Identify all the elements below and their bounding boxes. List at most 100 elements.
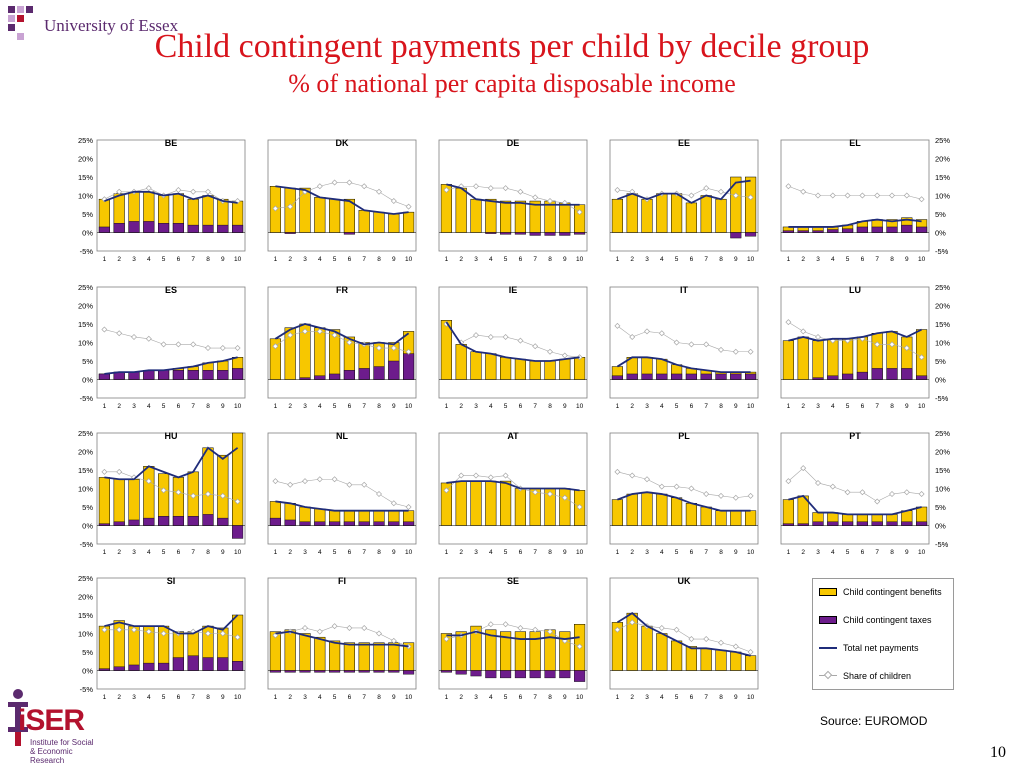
chart-dk-tax-bar xyxy=(343,232,355,235)
chart-si-tax-bar xyxy=(187,655,199,671)
chart-es-xtick-label: 6 xyxy=(177,403,181,410)
chart-dk-net-line xyxy=(275,185,409,215)
chart-de-title: DE xyxy=(507,138,520,148)
chart-se-xtick-label: 1 xyxy=(445,694,449,701)
chart-ie-xtick-label: 1 xyxy=(445,403,449,410)
chart-fi-tax-bar xyxy=(388,670,400,673)
chart-uk-share-point xyxy=(673,626,680,633)
chart-fr-share-point xyxy=(376,345,382,352)
chart-pl-benefit-bar xyxy=(730,510,742,526)
chart-fr-net-line xyxy=(274,323,410,346)
chart-se-tax-bar xyxy=(574,670,586,682)
chart-nl-share-point xyxy=(272,478,279,485)
chart-pl-benefit-bar xyxy=(700,506,712,526)
chart-lu-xtick-label: 4 xyxy=(831,403,835,410)
chart-fi-xtick-label: 5 xyxy=(333,694,337,701)
chart-ie-xtick-label: 7 xyxy=(533,403,537,410)
chart-pl-title: PL xyxy=(678,431,690,441)
chart-se-tax-bar xyxy=(500,670,512,679)
chart-el-ytick-label: 10% xyxy=(935,192,950,201)
chart-si-xtick-label: 10 xyxy=(234,694,242,701)
chart-it-tax-bar xyxy=(730,373,742,380)
chart-fi-net-line xyxy=(275,630,409,648)
chart-pt-tax-bar xyxy=(886,521,898,526)
chart-lu-benefit-bar xyxy=(812,340,824,380)
chart-lu-xtick-label: 5 xyxy=(846,403,850,410)
chart-se-share-point xyxy=(532,626,539,633)
chart-dk-benefit-bar xyxy=(388,213,400,233)
chart-pt-share-point xyxy=(889,491,895,498)
chart-uk-share-point xyxy=(629,619,636,626)
chart-at-xtick-label: 7 xyxy=(533,549,537,556)
diamond-marker-icon xyxy=(823,670,833,680)
chart-it-share-line xyxy=(617,325,751,353)
chart-hu-benefit-bar xyxy=(202,447,214,526)
logo-square xyxy=(17,6,24,13)
chart-ee-share-point xyxy=(703,185,710,192)
chart-uk-xtick-label: 2 xyxy=(630,694,634,701)
chart-at-xtick-label: 9 xyxy=(563,549,567,556)
chart-se-tax-bar xyxy=(544,670,556,679)
chart-dk-xtick-label: 7 xyxy=(362,256,366,263)
chart-nl-title: NL xyxy=(336,431,348,441)
chart-pl-share-point xyxy=(614,468,621,475)
chart-fr-xtick-label: 8 xyxy=(377,403,381,410)
chart-hu-xtick-label: 4 xyxy=(147,549,151,556)
chart-ee-benefit-bar xyxy=(611,198,623,233)
chart-hu-xtick-label: 9 xyxy=(221,549,225,556)
chart-hu-benefit-bar xyxy=(217,454,229,526)
chart-es-ytick-label: 0% xyxy=(82,376,93,385)
chart-nl-xtick-label: 7 xyxy=(362,549,366,556)
chart-lu-title: LU xyxy=(849,285,861,295)
chart-fr-share-point xyxy=(346,339,353,346)
chart-se-tax-bar xyxy=(440,670,452,673)
chart-se-benefit-bar xyxy=(559,631,571,671)
chart-be-net-line xyxy=(104,190,238,204)
chart-hu-net-line xyxy=(104,446,239,481)
chart-fr-xtick-label: 7 xyxy=(362,403,366,410)
chart-pl-benefit-bar xyxy=(671,497,683,526)
chart-it-tax-bar xyxy=(715,373,727,380)
chart-lu-benefit-bar xyxy=(842,338,854,380)
chart-el-ytick-label: 15% xyxy=(935,173,950,182)
chart-at-xtick-label: 10 xyxy=(576,549,584,556)
chart-nl-tax-bar xyxy=(358,521,370,526)
chart-lu-xtick-label: 3 xyxy=(816,403,820,410)
chart-be-tax-bar xyxy=(98,226,110,233)
chart-ie-net-line xyxy=(445,321,580,362)
chart-be-xtick-label: 7 xyxy=(191,256,195,263)
chart-ee-benefit-bar xyxy=(656,193,668,233)
chart-it-share-point xyxy=(747,348,754,355)
chart-hu-share-point xyxy=(219,492,226,499)
chart-dk-title: DK xyxy=(336,138,349,148)
chart-fi-xtick-label: 3 xyxy=(303,694,307,701)
chart-at-benefit-bar xyxy=(485,480,497,526)
chart-de-benefit-bar xyxy=(559,202,571,233)
chart-nl-tax-bar xyxy=(269,517,281,526)
chart-fi-tax-bar xyxy=(329,670,341,673)
chart-pt-benefit-bar xyxy=(782,499,794,526)
chart-pl-xtick-label: 3 xyxy=(645,549,649,556)
chart-uk-xtick-label: 5 xyxy=(675,694,679,701)
chart-uk-share-point xyxy=(688,636,695,643)
slide-subtitle: % of national per capita disposable inco… xyxy=(288,69,736,98)
chart-ie-benefit-bar xyxy=(485,353,497,380)
chart-lu-tax-bar xyxy=(842,373,854,380)
chart-dk-xtick-label: 3 xyxy=(303,256,307,263)
chart-at-xtick-label: 5 xyxy=(504,549,508,556)
chart-es-ytick-label: 25% xyxy=(78,283,93,292)
chart-fr-tax-bar xyxy=(373,366,385,380)
chart-at-xtick-label: 2 xyxy=(459,549,463,556)
chart-lu-xtick-label: 6 xyxy=(861,403,865,410)
chart-el-share-point xyxy=(874,192,881,199)
chart-el-xtick-label: 8 xyxy=(890,256,894,263)
chart-ie-benefit-bar xyxy=(470,351,482,380)
chart-ie-benefit-bar xyxy=(500,357,512,380)
chart-pl-benefit-bar xyxy=(656,493,668,526)
chart-pt-xtick-label: 4 xyxy=(831,549,835,556)
chart-fi-benefit-bar xyxy=(388,642,400,671)
chart-ee-xtick-label: 8 xyxy=(719,256,723,263)
chart-es-xtick-label: 2 xyxy=(117,403,121,410)
university-name: University of Essex xyxy=(44,16,179,35)
legend-label-taxes: Child contingent taxes xyxy=(843,615,932,625)
